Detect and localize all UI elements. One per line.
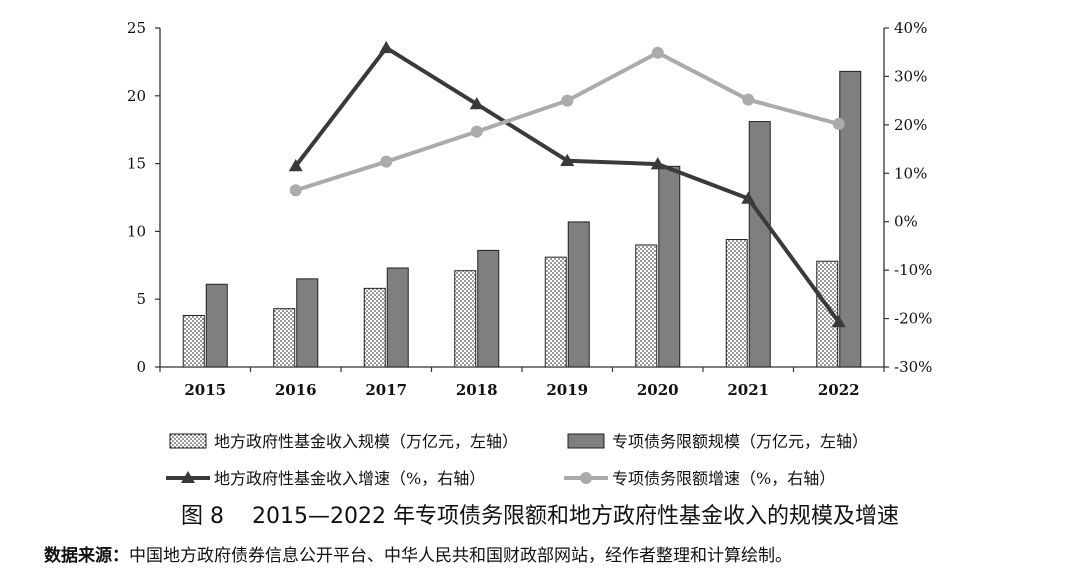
- right-tick-label: 40%: [894, 19, 927, 37]
- bar-special-debt-limit: [296, 278, 319, 368]
- legend-label: 专项债务限额增速（%，右轴）: [612, 469, 835, 488]
- data-source-text: 中国地方政府债券信息公开平台、中华人民共和国财政部网站，经作者整理和计算绘制。: [129, 546, 792, 566]
- bar-special-debt-limit: [477, 249, 500, 368]
- x-tick-label: 2015: [184, 381, 226, 399]
- point-fund-income-growth: [560, 153, 575, 166]
- lines: [288, 40, 846, 328]
- right-tick-label: -30%: [894, 358, 932, 376]
- legend-swatch-marker: [181, 471, 195, 483]
- left-axis-ticks: 0 5 10 15 20 25: [127, 19, 160, 376]
- left-tick-label: 10: [127, 222, 146, 240]
- x-tick-label: 2020: [637, 381, 679, 399]
- point-special-debt-growth: [380, 155, 393, 168]
- right-tick-label: 10%: [894, 164, 927, 182]
- right-tick-label: 30%: [894, 67, 927, 85]
- bar-fund-income: [816, 260, 839, 368]
- x-tick-label: 2016: [275, 381, 317, 399]
- x-axis-ticks: 2015 2016 2017 2018 2019 2020 2021 2022: [159, 367, 885, 399]
- point-fund-income-growth: [650, 157, 665, 170]
- point-special-debt-growth: [651, 46, 664, 59]
- point-special-debt-growth: [561, 94, 574, 107]
- data-source: 数据来源：中国地方政府债券信息公开平台、中华人民共和国财政部网站，经作者整理和计…: [44, 541, 792, 566]
- point-special-debt-growth: [832, 117, 845, 130]
- figure-title: 2015—2022 年专项债务限额和地方政府性基金收入的规模及增速: [252, 504, 899, 529]
- bar-fund-income: [273, 308, 296, 368]
- point-fund-income-growth: [288, 159, 303, 172]
- chart: 0 5 10 15 20 25 -30% -20% -10% 0% 10% 20% 30% 40% 20…: [127, 19, 933, 488]
- point-special-debt-growth: [289, 184, 302, 197]
- legend: 地方政府性基金收入规模（万亿元，左轴） 专项债务限额规模（万亿元，左轴） 地方政府性…: [166, 432, 868, 488]
- legend-label: 地方政府性基金收入增速（%，右轴）: [214, 469, 485, 488]
- bar-special-debt-limit: [205, 283, 228, 368]
- bar-fund-income: [454, 270, 477, 368]
- left-tick-label: 5: [136, 290, 146, 308]
- legend-swatch: [169, 433, 207, 449]
- right-tick-label: -10%: [894, 261, 932, 279]
- x-tick-label: 2021: [727, 381, 769, 399]
- bar-fund-income: [363, 287, 386, 368]
- legend-swatch-marker: [580, 472, 592, 484]
- bar-fund-income: [635, 244, 658, 368]
- right-tick-label: 20%: [894, 116, 927, 134]
- bars: [182, 70, 862, 368]
- right-tick-label: 0%: [894, 213, 918, 231]
- bar-fund-income: [182, 314, 205, 368]
- left-tick-label: 0: [136, 358, 146, 376]
- point-fund-income-growth: [469, 97, 484, 110]
- right-tick-label: -20%: [894, 310, 932, 328]
- point-fund-income-growth: [741, 191, 756, 204]
- point-fund-income-growth: [831, 314, 846, 328]
- legend-label: 专项债务限额规模（万亿元，左轴）: [612, 432, 868, 451]
- bar-special-debt-limit: [748, 121, 771, 368]
- data-source-label: 数据来源：: [44, 546, 129, 566]
- x-tick-label: 2022: [818, 381, 860, 399]
- bar-special-debt-limit: [386, 267, 409, 368]
- right-axis-ticks: -30% -20% -10% 0% 10% 20% 30% 40%: [884, 19, 932, 376]
- x-tick-label: 2018: [456, 381, 498, 399]
- point-special-debt-growth: [742, 93, 755, 106]
- figure-number: 图 8: [181, 504, 225, 529]
- legend-label: 地方政府性基金收入规模（万亿元，左轴）: [214, 432, 518, 451]
- left-tick-label: 15: [127, 155, 146, 173]
- bar-special-debt-limit: [839, 70, 862, 368]
- x-tick-label: 2017: [365, 381, 407, 399]
- x-tick-label: 2019: [546, 381, 588, 399]
- bar-special-debt-limit: [567, 221, 590, 368]
- legend-swatch: [567, 433, 605, 449]
- point-fund-income-growth: [379, 40, 394, 54]
- figure-caption: 图 8 2015—2022 年专项债务限额和地方政府性基金收入的规模及增速: [0, 498, 1080, 530]
- bar-fund-income: [725, 239, 748, 368]
- bar-fund-income: [544, 256, 567, 368]
- left-tick-label: 25: [127, 19, 146, 37]
- point-special-debt-growth: [470, 125, 483, 138]
- left-tick-label: 20: [127, 87, 146, 105]
- bar-special-debt-limit: [658, 165, 681, 368]
